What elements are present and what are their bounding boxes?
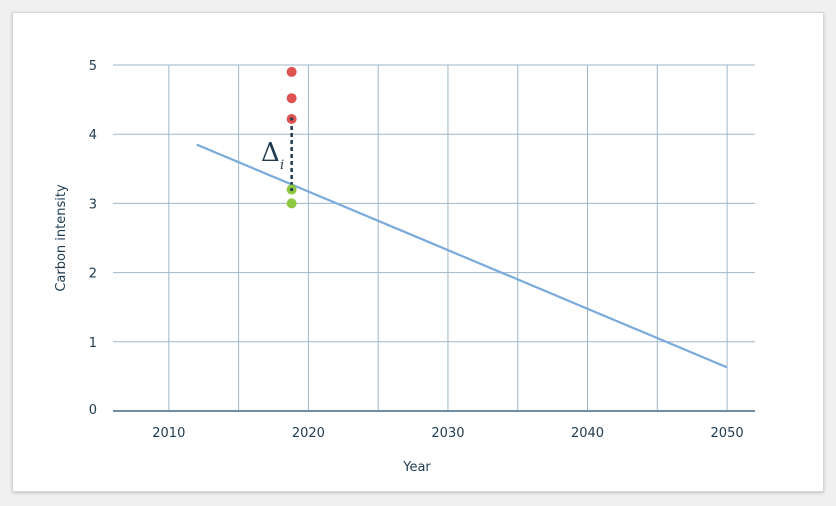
data-point — [286, 198, 297, 209]
trend-line — [196, 143, 728, 369]
y-tick-label: 3 — [89, 197, 97, 212]
delta-subscript: i — [280, 158, 284, 173]
x-axis-title: Year — [402, 460, 431, 475]
y-tick-label: 5 — [89, 59, 97, 74]
x-tick-label: 2030 — [431, 426, 464, 441]
x-tick-label: 2050 — [711, 426, 744, 441]
y-tick-label: 2 — [89, 267, 97, 282]
delta-end-marker — [290, 187, 294, 192]
data-point — [286, 66, 297, 77]
data-point — [286, 93, 297, 104]
x-tick-label: 2020 — [292, 426, 325, 441]
y-axis-title: Carbon intensity — [54, 184, 69, 292]
x-tick-label: 2010 — [152, 426, 185, 441]
y-tick-label: 4 — [89, 128, 97, 143]
y-tick-label: 0 — [89, 403, 97, 418]
x-tick-label: 2040 — [571, 426, 604, 441]
y-tick-label: 1 — [89, 336, 97, 351]
delta-symbol: Δ — [261, 138, 280, 168]
delta-end-marker — [290, 117, 294, 121]
